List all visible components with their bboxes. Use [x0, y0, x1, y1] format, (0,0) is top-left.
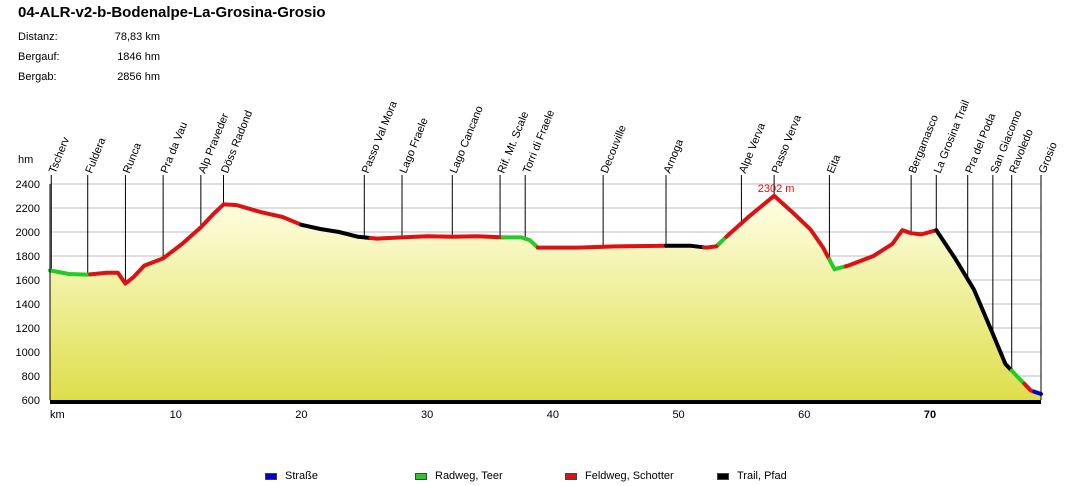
legend-swatch-gravel — [565, 472, 577, 480]
x-tick-label: 60 — [798, 409, 810, 421]
track-segment — [299, 222, 373, 240]
waypoint-label: Fuldera — [83, 135, 108, 175]
stat-descent-value: 2856 hm — [117, 71, 160, 83]
waypoint-label: Lago Fraele — [398, 116, 431, 175]
track-segment — [88, 202, 304, 286]
stat-descent-label: Bergab: — [18, 71, 57, 83]
elevation-area — [50, 195, 1041, 400]
waypoint-label: Grosio — [1037, 141, 1060, 176]
y-tick-label: 1400 — [16, 299, 40, 311]
stat-distance-label: Distanz: — [18, 31, 58, 43]
legend-label-road: Straße — [285, 470, 319, 482]
track-segment — [934, 228, 1014, 373]
legend-item-bike-path: Radweg, Teer — [415, 470, 503, 482]
y-tick-label: 2000 — [16, 227, 40, 239]
waypoint-label: Runca — [121, 140, 144, 175]
x-tick-label: 50 — [672, 409, 684, 421]
waypoint-label: Arnoga — [662, 137, 687, 175]
track-segment — [701, 242, 721, 250]
legend-item-trail: Trail, Pfad — [717, 470, 787, 482]
track-segment — [843, 228, 939, 269]
waypoint-label: Passo Verva — [770, 113, 805, 176]
legend-label-bike-path: Radweg, Teer — [435, 470, 503, 482]
track-segment — [1009, 368, 1027, 386]
track-segment — [535, 243, 668, 250]
track-segment — [664, 243, 706, 250]
chart-title: 04-ALR-v2-b-Bodenalpe-La-Grosina-Grosio — [18, 4, 326, 21]
track-segment — [724, 193, 832, 262]
waypoint-label: Lago Cancano — [448, 104, 486, 175]
y-tick-label: 2400 — [16, 179, 40, 191]
x-tick-label: 10 — [170, 409, 182, 421]
waypoint-label: Passo Val Mora — [360, 99, 400, 176]
waypoint-label: Alpe Verva — [737, 120, 768, 175]
stat-ascent-value: 1846 hm — [117, 51, 160, 63]
max-elevation-label: 2302 m — [758, 183, 795, 195]
track-segment — [500, 235, 540, 250]
x-tick-label: 20 — [295, 409, 307, 421]
legend-swatch-road — [265, 472, 277, 480]
y-tick-label: 800 — [22, 371, 40, 383]
waypoint-label: Eita — [825, 152, 844, 175]
track-segment — [1032, 389, 1043, 396]
elevation-profile-chart: 600 800 1000 1200 1400 1600 1800 2000 2200 2400 hm… — [16, 99, 1060, 421]
y-tick-label: 1200 — [16, 323, 40, 335]
stat-ascent-label: Bergauf: — [18, 51, 60, 63]
y-tick-label: 1600 — [16, 275, 40, 287]
legend-swatch-trail — [717, 472, 729, 480]
waypoint-label: Decouville — [599, 124, 629, 176]
x-tick-label: 30 — [421, 409, 433, 421]
legend-swatch-bike-path — [415, 472, 427, 480]
y-tick-label: 600 — [22, 395, 40, 407]
legend-item-road: Straße — [265, 470, 318, 482]
y-tick-label: 1800 — [16, 251, 40, 263]
track-segment — [827, 257, 848, 272]
x-axis-label: km — [50, 409, 65, 421]
legend-label-trail: Trail, Pfad — [737, 470, 787, 482]
track-segment — [368, 234, 505, 241]
y-tick-label: 1000 — [16, 347, 40, 359]
x-axis — [50, 400, 1041, 404]
legend-label-gravel: Feldweg, Schotter — [585, 470, 674, 482]
y-tick-label: 2200 — [16, 203, 40, 215]
x-tick-label: 70 — [924, 409, 936, 421]
waypoint-label: Pra da Vau — [159, 120, 190, 175]
y-axis-label: hm — [18, 154, 33, 166]
x-tick-label: 40 — [547, 409, 559, 421]
legend-item-gravel: Feldweg, Schotter — [565, 470, 674, 482]
stat-distance-value: 78,83 km — [114, 31, 160, 43]
waypoint-label: Tscherv — [47, 135, 73, 175]
